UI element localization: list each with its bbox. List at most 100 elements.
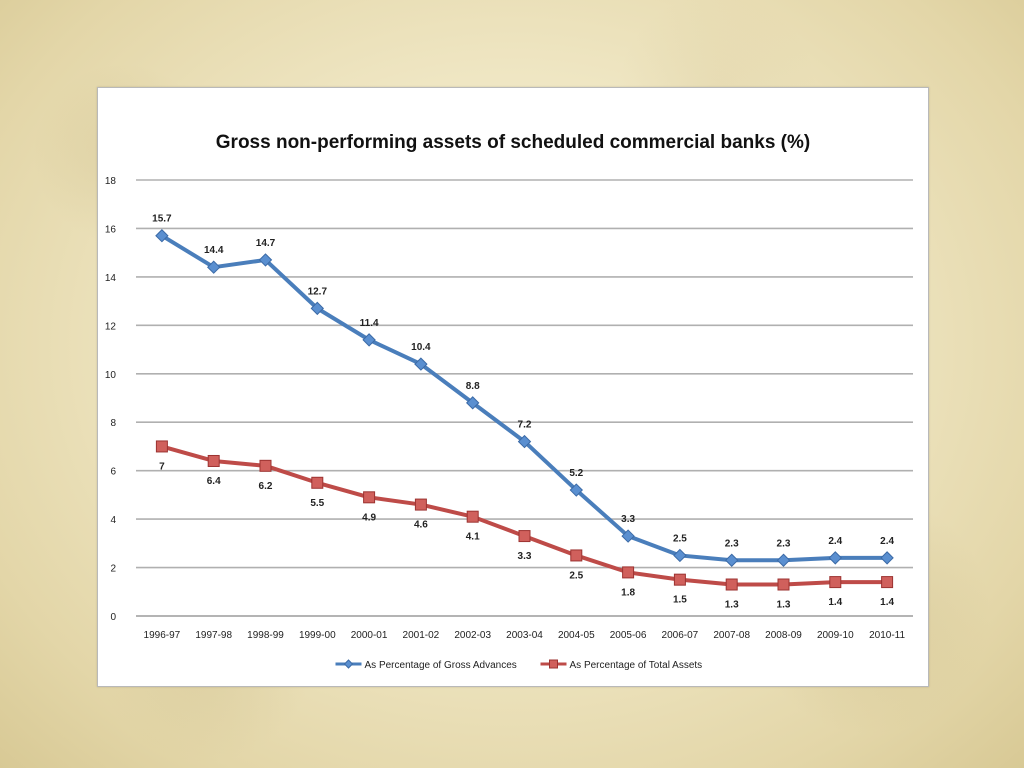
data-point-diamond [465,396,480,410]
data-label: 14.7 [256,238,276,249]
data-point-diamond [517,434,532,449]
data-label: 6.2 [259,481,273,492]
data-label: 6.4 [207,476,221,487]
data-label: 12.7 [308,286,328,297]
x-tick-label: 2007-08 [713,630,750,641]
x-tick-label: 1998-99 [247,630,284,641]
x-tick-label: 2001-02 [403,630,440,641]
x-tick-label: 2000-01 [351,630,388,641]
data-point-square [466,510,479,523]
data-point-diamond [569,483,584,497]
x-tick-label: 2003-04 [506,630,543,641]
data-point-square [155,440,168,453]
data-point-diamond [310,301,325,316]
legend[interactable]: As Percentage of Gross Advances As Percen… [335,659,703,671]
y-tick-label: 4 [110,515,116,526]
y-tick-label: 16 [105,224,117,235]
data-point-square [725,578,738,591]
data-point-square [518,530,531,543]
data-point-diamond [155,229,169,243]
legend-label: As Percentage of Total Assets [570,660,703,671]
data-point-diamond [414,357,428,371]
y-tick-label: 0 [110,612,116,623]
y-tick-label: 10 [105,370,117,381]
legend-item[interactable]: As Percentage of Gross Advances [335,659,517,671]
y-tick-label: 6 [110,467,116,478]
y-tick-label: 12 [105,321,117,332]
data-point-diamond [206,260,221,274]
data-point-square [881,576,894,589]
data-point-square [207,454,220,467]
data-point-diamond [621,529,635,543]
series-layer [155,229,894,591]
data-label: 1.3 [777,600,791,611]
data-point-diamond [362,333,376,347]
data-label: 4.9 [362,512,376,523]
gridlines [136,179,913,617]
data-label: 1.4 [880,597,894,608]
data-label: 14.4 [204,245,224,256]
x-axis: 1996-97 1997-98 1998-99 1999-00 2000-01 2001-… [144,630,906,641]
y-tick-label: 2 [110,564,116,575]
data-point-square [259,459,272,472]
data-label: 8.8 [466,381,480,392]
data-label: 7.2 [518,420,532,431]
chart-title: Gross non-performing assets of scheduled… [215,132,811,153]
data-point-diamond [828,551,843,565]
data-point-diamond [724,553,739,567]
data-labels: 15.7 14.4 14.7 12.7 11.4 10.4 8.8 7.2 5.2 3.3 2.5 2… [152,214,894,611]
x-tick-label: 2006-07 [662,630,699,641]
y-tick-label: 14 [105,273,117,284]
data-label: 2.4 [880,536,894,547]
data-label: 1.5 [673,595,687,606]
series-total-assets [155,440,894,591]
data-label: 5.5 [310,498,324,509]
data-label: 4.1 [466,532,480,543]
data-point-square [673,573,686,586]
legend-label: As Percentage of Gross Advances [365,660,517,671]
data-point-square [414,498,427,511]
legend-item[interactable]: As Percentage of Total Assets [540,659,703,671]
y-tick-label: 8 [110,418,116,429]
legend-marker-diamond [343,659,354,669]
data-point-diamond [880,551,894,565]
data-label: 4.6 [414,520,428,531]
data-label: 7 [159,461,165,472]
data-point-diamond [258,253,273,267]
x-tick-label: 2004-05 [558,630,595,641]
y-tick-label: 18 [105,176,117,187]
series-gross-advances [155,229,894,567]
data-label: 2.4 [828,536,842,547]
data-label: 1.3 [725,600,739,611]
data-label: 2.5 [673,533,687,544]
data-label: 3.3 [518,551,532,562]
x-tick-label: 2010-11 [869,630,905,641]
x-tick-label: 1999-00 [299,630,336,641]
data-label: 2.3 [777,538,791,549]
data-label: 2.3 [725,538,739,549]
data-point-square [570,549,583,562]
x-tick-label: 2008-09 [765,630,802,641]
data-point-diamond [673,548,687,563]
x-tick-label: 1996-97 [144,630,181,641]
data-label: 1.4 [828,597,842,608]
y-axis: 0 2 4 6 8 10 12 14 16 18 [105,176,117,623]
x-tick-label: 1997-98 [195,630,232,641]
x-tick-label: 2009-10 [817,630,854,641]
data-point-square [363,491,376,504]
data-point-square [311,476,324,489]
data-label: 5.2 [569,468,583,479]
x-tick-label: 2005-06 [610,630,647,641]
data-point-square [622,566,635,579]
data-label: 15.7 [152,214,172,225]
chart-panel: Gross non-performing assets of scheduled… [97,87,929,687]
series-line [159,233,890,563]
data-point-square [777,578,790,591]
legend-marker-square [549,659,558,669]
data-label: 11.4 [360,318,379,329]
data-label: 1.8 [621,587,635,598]
data-point-diamond [776,553,791,567]
x-tick-label: 2002-03 [454,630,491,641]
data-label: 3.3 [621,514,635,525]
